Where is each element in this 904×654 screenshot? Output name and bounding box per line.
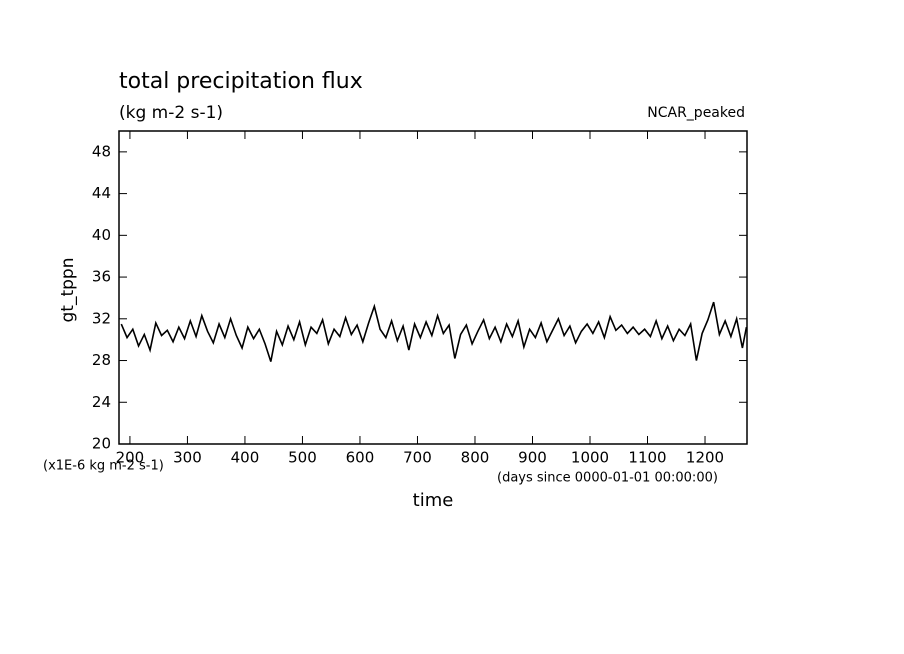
y-tick-label: 40 [92, 226, 111, 244]
x-tick-label: 1000 [571, 449, 609, 467]
x-tick-label: 400 [231, 449, 260, 467]
x-units: (days since 0000-01-01 00:00:00) [497, 471, 718, 486]
data-line [120, 301, 748, 362]
x-tick-label: 900 [518, 449, 547, 467]
y-units: (x1E-6 kg m-2 s-1) [43, 459, 164, 474]
chart-title: total precipitation flux [119, 69, 363, 94]
y-axis-label: gt_tppn [58, 258, 78, 323]
y-tick-label: 36 [92, 268, 111, 286]
y-tick-label: 24 [92, 393, 111, 411]
y-tick-label: 48 [92, 142, 111, 160]
x-tick-label: 300 [173, 449, 202, 467]
plot-frame [118, 130, 748, 445]
x-tick-label: 500 [288, 449, 317, 467]
x-tick-label: 800 [461, 449, 490, 467]
annotation: NCAR_peaked [647, 105, 745, 121]
x-tick-label: 1100 [628, 449, 666, 467]
x-tick-label: 600 [346, 449, 375, 467]
y-tick-label: 28 [92, 351, 111, 369]
x-tick-label: 1200 [686, 449, 724, 467]
x-axis-label: time [413, 490, 454, 511]
y-tick-label: 20 [92, 435, 111, 453]
y-tick-label: 32 [92, 309, 111, 327]
x-tick-label: 200 [116, 449, 145, 467]
y-tick-label: 44 [92, 184, 111, 202]
x-tick-label: 700 [403, 449, 432, 467]
chart-subtitle: (kg m-2 s-1) [119, 103, 223, 123]
